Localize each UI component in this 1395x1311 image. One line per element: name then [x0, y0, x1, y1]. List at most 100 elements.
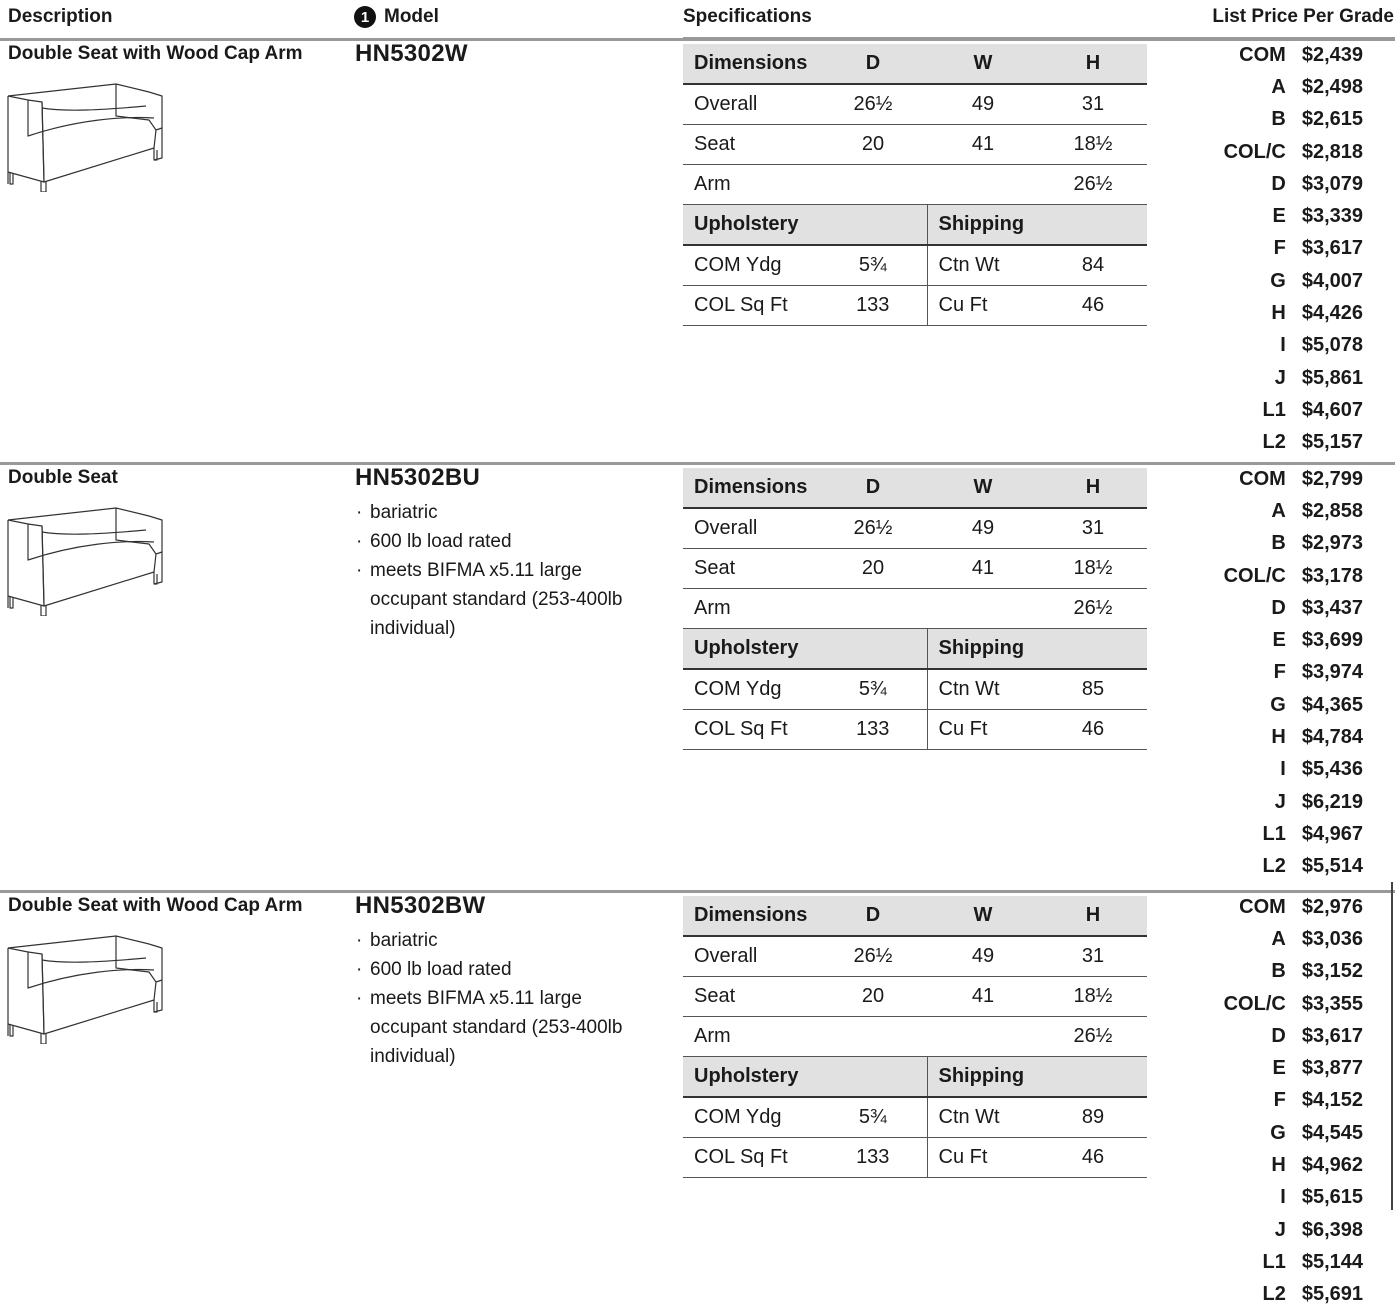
price-grade: L1	[1262, 822, 1286, 845]
price-grade: L1	[1262, 398, 1286, 421]
overall-depth: 26½	[819, 84, 927, 125]
specifications-table: Dimensions D W H Overall 26½ 49 31 Seat …	[683, 468, 1147, 750]
arm-height: 26½	[1039, 164, 1147, 205]
price-row: L2 $5,157	[1224, 427, 1363, 459]
price-row: F $3,974	[1224, 657, 1363, 689]
price-value: $3,339	[1301, 205, 1363, 228]
seat-label: Seat	[683, 976, 819, 1017]
price-grade: I	[1280, 334, 1286, 357]
price-grade: G	[1270, 1121, 1286, 1144]
cu-ft-label: Cu Ft	[926, 709, 1039, 750]
specifications-table: Dimensions D W H Overall 26½ 49 31 Seat …	[683, 896, 1147, 1178]
dimensions-header-row: Dimensions D W H	[683, 896, 1147, 937]
model-note: meets BIFMA x5.11 large occupant standar…	[355, 984, 655, 1071]
ctn-wt-label: Ctn Wt	[926, 1097, 1039, 1138]
shipping-label: Shipping	[926, 628, 1039, 670]
number-badge-icon: 1	[354, 6, 376, 28]
cu-ft-value: 46	[1039, 709, 1147, 750]
price-value: $2,976	[1301, 895, 1363, 918]
price-grade: COL/C	[1223, 140, 1286, 163]
price-grade: COM	[1239, 895, 1286, 918]
upholstery-label: Upholstery	[683, 1056, 819, 1098]
seat-height: 18½	[1039, 976, 1147, 1017]
price-grade: F	[1273, 237, 1286, 260]
price-row: E $3,877	[1224, 1052, 1363, 1084]
column-header-specifications: Specifications	[683, 6, 812, 27]
column-header-list-price: List Price Per Grade	[1212, 6, 1394, 27]
price-value: $5,078	[1301, 334, 1363, 357]
seat-row: Seat 20 41 18½	[683, 124, 1147, 165]
price-grade: E	[1272, 205, 1286, 228]
price-value: $4,426	[1301, 302, 1363, 325]
height-header: H	[1039, 44, 1147, 85]
width-header: W	[927, 896, 1039, 937]
price-row: COL/C $2,818	[1224, 136, 1363, 168]
price-row: I $5,436	[1224, 754, 1363, 786]
price-value: $3,079	[1301, 172, 1363, 195]
overall-depth: 26½	[819, 508, 927, 549]
product-section: Double Seat HN5302BU bariatric600 lb loa…	[0, 462, 1395, 882]
model-number: HN5302BU	[355, 464, 481, 491]
price-grade: L2	[1262, 855, 1286, 878]
price-row: F $3,617	[1224, 233, 1363, 265]
model-note: bariatric	[355, 498, 655, 527]
price-row: D $3,617	[1224, 1020, 1363, 1052]
sofa-illustration-icon	[7, 83, 163, 192]
height-header: H	[1039, 896, 1147, 937]
seat-height: 18½	[1039, 548, 1147, 589]
price-value: $3,877	[1301, 1057, 1363, 1080]
price-grade: G	[1270, 693, 1286, 716]
price-grade: J	[1274, 790, 1286, 813]
price-value: $3,152	[1301, 960, 1363, 983]
com-ydg-label: COM Ydg	[683, 245, 819, 286]
price-value: $5,436	[1301, 758, 1363, 781]
cu-ft-value: 46	[1039, 285, 1147, 326]
price-value: $5,691	[1301, 1283, 1363, 1306]
overall-width: 49	[927, 936, 1039, 977]
dimensions-label: Dimensions	[683, 896, 819, 937]
seat-depth: 20	[819, 124, 927, 165]
ctn-wt-value: 85	[1039, 669, 1147, 710]
section-divider	[0, 462, 1395, 465]
dimensions-label: Dimensions	[683, 468, 819, 509]
price-row: COM $2,799	[1224, 463, 1363, 495]
price-value: $4,007	[1301, 269, 1363, 292]
price-row: J $6,219	[1224, 786, 1363, 818]
product-description: Double Seat	[8, 467, 118, 488]
seat-width: 41	[927, 976, 1039, 1017]
price-grade-list: COM $2,439 A $2,498 B $2,615 COL/C $2,818 D $3,07…	[1224, 39, 1363, 459]
price-grade: COM	[1239, 43, 1286, 66]
seat-width: 41	[927, 548, 1039, 589]
model-notes-list: bariatric600 lb load ratedmeets BIFMA x5…	[355, 498, 655, 643]
model-note: 600 lb load rated	[355, 527, 655, 556]
arm-height: 26½	[1039, 1016, 1147, 1057]
price-row: COM $2,439	[1224, 39, 1363, 71]
price-row: H $4,784	[1224, 721, 1363, 753]
price-row: G $4,007	[1224, 265, 1363, 297]
price-value: $3,178	[1301, 564, 1363, 587]
price-row: D $3,437	[1224, 592, 1363, 624]
col-sqft-value: 133	[819, 709, 927, 750]
arm-row: Arm 26½	[683, 588, 1147, 629]
price-grade: COL/C	[1223, 992, 1286, 1015]
price-grade-list: COM $2,799 A $2,858 B $2,973 COL/C $3,178 D $3,43…	[1224, 463, 1363, 883]
price-grade: L2	[1262, 431, 1286, 454]
price-value: $5,615	[1301, 1186, 1363, 1209]
product-description: Double Seat with Wood Cap Arm	[8, 895, 303, 916]
price-grade: COL/C	[1223, 564, 1286, 587]
product-section: Double Seat with Wood Cap Arm HN5302W	[0, 38, 1395, 458]
cu-ft-label: Cu Ft	[926, 1137, 1039, 1178]
col-sqft-label: COL Sq Ft	[683, 1137, 819, 1178]
price-grade: F	[1273, 661, 1286, 684]
column-header-model: 1 Model	[354, 6, 439, 28]
price-grade: E	[1272, 629, 1286, 652]
price-value: $3,617	[1301, 237, 1363, 260]
ctn-wt-label: Ctn Wt	[926, 669, 1039, 710]
overall-row: Overall 26½ 49 31	[683, 508, 1147, 549]
price-row: L2 $5,691	[1224, 1279, 1363, 1311]
price-grade: F	[1273, 1089, 1286, 1112]
price-row: F $4,152	[1224, 1085, 1363, 1117]
price-value: $4,545	[1301, 1121, 1363, 1144]
col-sqft-value: 133	[819, 1137, 927, 1178]
section-divider	[0, 38, 1395, 41]
